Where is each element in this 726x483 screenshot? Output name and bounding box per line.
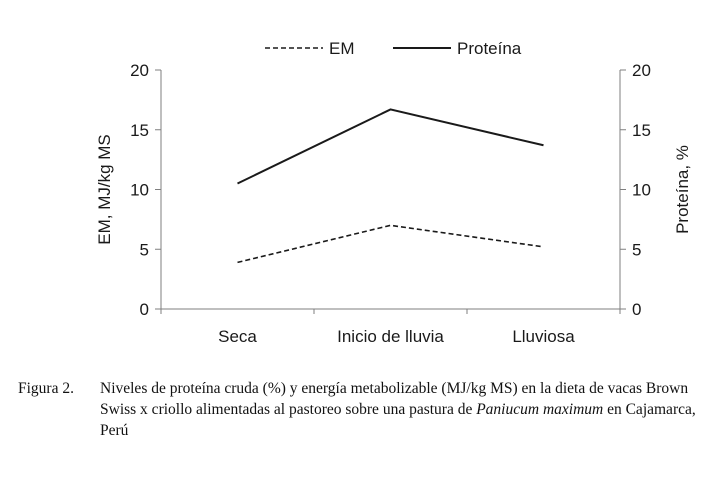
y2-tick-label: 15 xyxy=(632,121,651,140)
chart-series xyxy=(237,108,544,264)
y2-tick-label: 5 xyxy=(632,240,641,259)
x-tick-label: Inicio de lluvia xyxy=(337,327,444,346)
caption-number: Figura 2. xyxy=(18,380,74,397)
legend-label: Proteína xyxy=(457,39,522,58)
chart: 0 5 10 15 20 0 5 10 15 20 Seca Inicio de lluvia Lluv… xyxy=(95,39,692,346)
y-tick-label: 0 xyxy=(140,300,149,319)
chart-ticks: 0 5 10 15 20 0 5 10 15 20 Seca Inicio de lluvia Lluv… xyxy=(130,61,651,346)
series-line-prote-na xyxy=(237,108,544,185)
y2-tick-label: 0 xyxy=(632,300,641,319)
y-axis-title: EM, MJ/kg MS xyxy=(95,134,114,245)
chart-axes xyxy=(160,70,621,310)
chart-legend: EM Proteína xyxy=(265,39,522,58)
caption-text-before: Niveles de proteína cruda (%) y energía … xyxy=(100,380,689,418)
x-tick-label: Seca xyxy=(218,327,257,346)
caption-species: Paniucum maximum xyxy=(476,401,604,418)
y-tick-label: 20 xyxy=(130,61,149,80)
y-tick-label: 5 xyxy=(140,240,149,259)
figure-caption: Figura 2. Niveles de proteína cruda (%) … xyxy=(18,378,718,441)
y-tick-label: 10 xyxy=(130,181,149,200)
caption-text-after: en Cajamarca, Perú xyxy=(100,401,696,439)
series-line-em xyxy=(237,224,544,264)
y2-axis-title: Proteína, % xyxy=(673,145,692,234)
caption-text: Niveles de proteína cruda (%) y energía … xyxy=(100,378,718,441)
y2-tick-label: 10 xyxy=(632,181,651,200)
y-tick-label: 15 xyxy=(130,121,149,140)
x-tick-label: Lluviosa xyxy=(512,327,575,346)
y2-tick-label: 20 xyxy=(632,61,651,80)
legend-label: EM xyxy=(329,39,355,58)
